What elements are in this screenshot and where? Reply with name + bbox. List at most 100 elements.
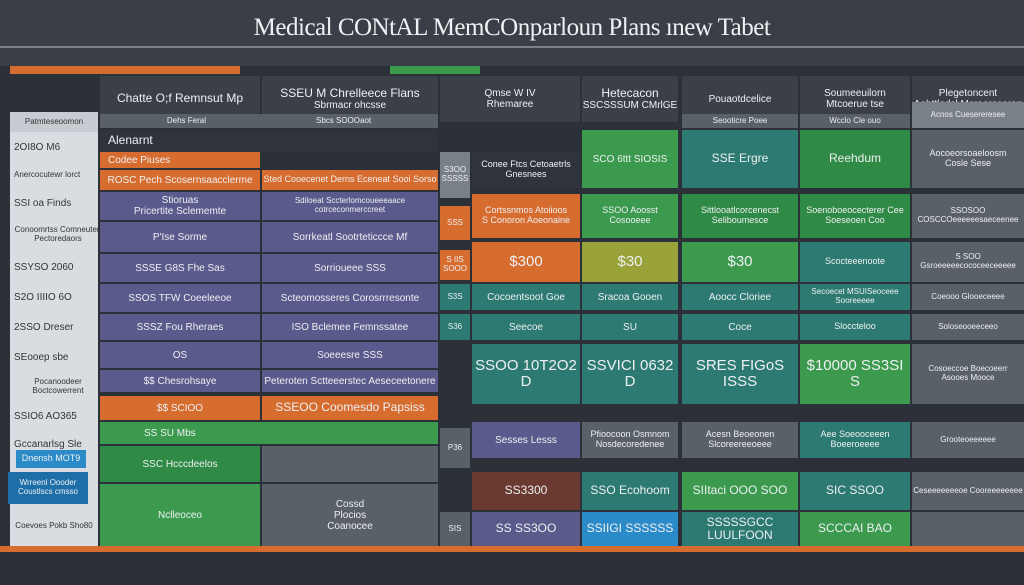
cell: SSOO 10T2O2 D [472, 344, 580, 404]
cell: SSIIGI SSSSSS [582, 512, 678, 546]
header-col3a: Qmse W IV Rhemaree [440, 76, 580, 122]
cell: SSOSOO COSCCOeeeeeesaeceenee [912, 194, 1024, 238]
cell: Cocoentsoot Goe [472, 284, 580, 310]
subheader-c6: Acnos Cuesereresee [912, 102, 1024, 128]
cell: Sdiloeat Sccterlomcoueeeaace cotrceconme… [262, 192, 438, 220]
title-divider [0, 46, 1024, 48]
cell: SSO Ecohoom [582, 472, 678, 510]
row-label: SEooep sbe [14, 351, 69, 363]
cell: SSSE G8S Fhe Sas [100, 254, 260, 282]
cell: SCCCAI BAO [800, 512, 910, 546]
row-label: SSI oa Finds [14, 197, 72, 209]
footer-left-label: Coevoes Pokb Sho80 [10, 506, 98, 546]
bottom-base [0, 552, 1024, 585]
cell: SIItaci OOO SOO [682, 472, 798, 510]
cell: Sracoa Gooen [582, 284, 678, 310]
cell: $$ SCIOO [100, 396, 260, 420]
cell: SSSZ Fou Rheraes [100, 314, 260, 340]
cell: Stioruas Pricertite Sclememte [100, 192, 260, 220]
side-tab-2[interactable]: Wrreenl Oooder Coustlscs cmsso [8, 472, 88, 504]
cell: Soeeesre SSS [262, 342, 438, 368]
row-label: Pocanoodeer Boctcowerrent [32, 377, 84, 395]
row-label: SSIO6 AO365 [14, 410, 77, 422]
cell: ROSC Pech Scosernsaacclerme [100, 170, 260, 190]
bottom-accent-bar [0, 546, 1024, 552]
cell: Peteroten Sctteeerstec Aeseceetonere [262, 370, 438, 392]
cell: SRES FIGoS ISSS [682, 344, 798, 404]
cell: SCO 6ttt SIOSIS [582, 130, 678, 188]
cell: Coce [682, 314, 798, 340]
page-title: Medical CONtAL MemCOnparloun Plans ınew … [253, 14, 771, 41]
row-label: 2OI8O M6 [14, 141, 61, 153]
cell: S36 [440, 314, 470, 340]
cell [262, 446, 438, 482]
subheader-row: Dehs Feral Sbcs SOOOaot [100, 114, 438, 128]
cell: P36 [440, 428, 470, 468]
cell: Nclleoceo [100, 484, 260, 546]
cell: S SOO Gsroeeeeecococeeceeeee [912, 242, 1024, 282]
cell: $30 [582, 242, 678, 282]
cell: Scteomosseres Corosrrresonte [262, 284, 438, 312]
cell: Sloccteloo [800, 314, 910, 340]
cell: Aocoeorsoaeloosm Cosle Sese [912, 130, 1024, 188]
cell: P'Ise Sorme [100, 222, 260, 252]
row-label: Gccanarlsg Sle [14, 438, 82, 450]
cell: Sted Cooecenet Derns Eceneat Sooi Sorso [262, 170, 438, 190]
cell: SSOS TFW Coeeleeoe [100, 284, 260, 312]
cell: SSEOO Coomesdo Papsiss [262, 396, 438, 420]
cell: Aee Soeooceeen Boeeroeeee [800, 422, 910, 458]
comparison-table: Chatte O;f Remnsut Mp SSEU M Chrelleece … [0, 66, 1024, 556]
cell: Sesses Lesss [472, 422, 580, 458]
cell: Cosoeccoe Boecoeerr Asooes Mooce [912, 344, 1024, 404]
row-label: Anercocutewr lorct [14, 169, 81, 179]
cell: Sorrkeatl Sootrteticcce Mf [262, 222, 438, 252]
section-title: Alenarnt [100, 130, 438, 152]
cell: OS [100, 342, 260, 368]
cell: $30 [682, 242, 798, 282]
cell: S3OO SSSSS [440, 152, 470, 198]
cell: Coeooo Glooeceeee [912, 284, 1024, 310]
cell: S3S [440, 284, 470, 310]
cell: Conee Ftcs Cetoaetrls Gnesnees [472, 152, 580, 188]
cell: Grooteoeeeeee [912, 422, 1024, 458]
cell: Codee Piuses [100, 152, 260, 168]
cell: Soloseooeeceeo [912, 314, 1024, 340]
cell: SIS [440, 512, 470, 546]
cell: Reehdum [800, 130, 910, 188]
side-tab-1[interactable]: Dnensh MOT9 [16, 450, 86, 468]
cell [912, 512, 1024, 546]
row-label: 2SSO Dreser [14, 321, 74, 333]
row-label: Conoomrtss Comneuten Pectoredaors [14, 225, 98, 243]
cell: Ceseeeeeeeoe Cooreeeeeeee [912, 472, 1024, 510]
cell: Soenoboeocecterer Cee Soeseoen Coo [800, 194, 910, 238]
cell: SSE Ergre [682, 130, 798, 188]
cell: $$ Chesrohsaye [100, 370, 260, 392]
cell: SSVICI 0632 D [582, 344, 678, 404]
cell: SS SU Mbs [100, 422, 438, 444]
cell: ISO Bclemee Femnssatee [262, 314, 438, 340]
cell: Acesn Beoeonen Slcoreereeoeee [682, 422, 798, 458]
cell: Cortssnmos Atoiioos S Conoron Aoeonaine [472, 194, 580, 238]
cell: SSSSSGCC LUULFOON [682, 512, 798, 546]
cell: SU [582, 314, 678, 340]
cell: $10000 SS3SI S [800, 344, 910, 404]
accent-strip-orange [10, 66, 240, 74]
cell: Secoecet MSUISeoceee Sooreeeee [800, 284, 910, 310]
cell: SIC SSOO [800, 472, 910, 510]
cell: Scocteeenoote [800, 242, 910, 282]
cell: S IIS SOOO [440, 250, 470, 280]
cell: Sittlooatlcorcenecst Seliboumesce [682, 194, 798, 238]
subheader-c5: Wcclo Cle ouo [800, 114, 910, 128]
cell: Aoocc Cloriee [682, 284, 798, 310]
row-label-header: Patmteseoomon [10, 112, 98, 132]
cell: Seecoe [472, 314, 580, 340]
cell: SSOO Aoosst Cosooeee [582, 194, 678, 238]
cell: SS3300 [472, 472, 580, 510]
cell: Pfioocoon Osmnom Nosdecoredenee [582, 422, 678, 458]
cell: Cossd Plocios Coanocee [262, 484, 438, 546]
cell: $300 [472, 242, 580, 282]
subheader-c4: Seooticre Poee [682, 114, 798, 128]
header-col3b: Hetecacon SSCSSSUM CMrlGE [582, 76, 678, 122]
cell: SS SS3OO [472, 512, 580, 546]
cell: SSS [440, 206, 470, 240]
